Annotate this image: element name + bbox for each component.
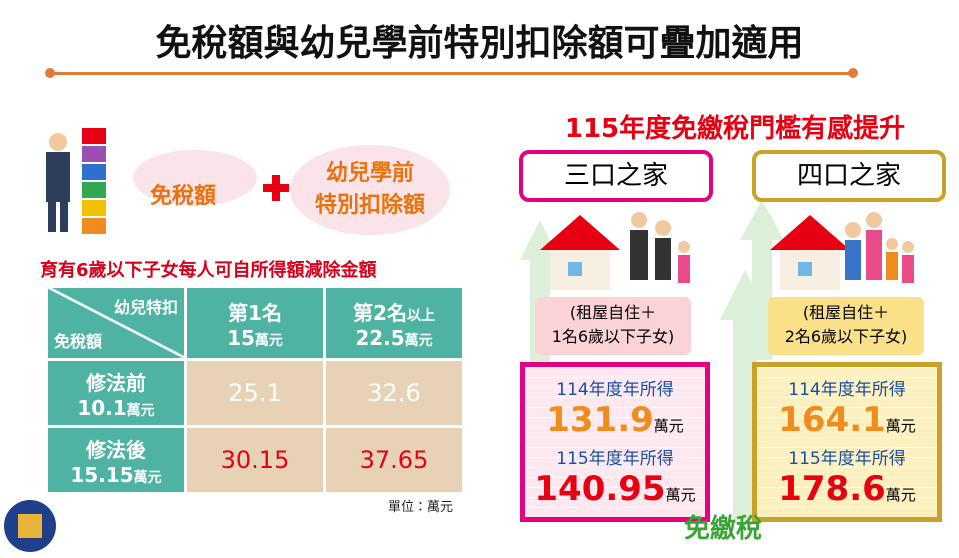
arrows-bg <box>520 200 914 520</box>
rule-dot <box>45 68 55 78</box>
note-line: (租屋自住＋ <box>802 303 890 322</box>
col-unit: 萬元 <box>254 332 283 349</box>
col-label: 第2名 <box>353 300 407 325</box>
income-box: 114年度年所得 164.1萬元 115年度年所得 178.6萬元 <box>752 362 942 522</box>
table: 幼兒特扣 免稅額 第1名 15萬元 第2名以上 22.5萬元 修法前 10.1萬元 2… <box>45 285 465 495</box>
rule-dot <box>848 68 858 78</box>
income-label: 114年度年所得 <box>788 380 906 400</box>
income-unit: 萬元 <box>885 417 916 435</box>
row-unit: 萬元 <box>126 402 155 419</box>
corner-bottom: 免稅額 <box>54 332 103 351</box>
income-label: 114年度年所得 <box>556 380 674 400</box>
cell: 32.6 <box>326 361 462 425</box>
col-amount: 22.5 <box>355 325 405 350</box>
corner-top: 幼兒特扣 <box>113 298 178 317</box>
income-label: 115年度年所得 <box>556 449 674 469</box>
subtitle: 育有6歲以下子女每人可自所得額減除金額 <box>40 260 377 281</box>
corner: 幼兒特扣 免稅額 <box>48 288 184 358</box>
row-amount: 15.15 <box>70 462 134 487</box>
logo <box>4 500 56 552</box>
note-line: (租屋自住＋ <box>569 303 657 322</box>
cell: 37.65 <box>326 428 462 492</box>
income-label: 115年度年所得 <box>788 449 906 469</box>
income-box: 114年度年所得 131.9萬元 115年度年所得 140.95萬元 <box>520 362 710 522</box>
row-label: 修法後 <box>86 437 146 462</box>
income-value: 131.9 <box>546 400 654 440</box>
family-note: (租屋自住＋ 2名6歲以下子女) <box>768 297 924 355</box>
cell: 30.15 <box>187 428 323 492</box>
col-suffix: 以上 <box>406 307 435 324</box>
row-label: 修法前 <box>86 370 146 395</box>
col-label: 第1名 <box>228 300 282 325</box>
row-unit: 萬元 <box>133 469 162 486</box>
column-header: 第2名以上 22.5萬元 <box>326 288 462 358</box>
cell: 25.1 <box>187 361 323 425</box>
tag: 免稅額 <box>150 184 217 209</box>
row-header: 修法前 10.1萬元 <box>48 361 184 425</box>
footer-label: 免繳稅 <box>684 514 763 544</box>
row-amount: 10.1 <box>77 395 127 420</box>
note-line: 2名6歲以下子女) <box>784 327 908 346</box>
row-header: 修法後 15.15萬元 <box>48 428 184 492</box>
tag: 幼兒學前 特別扣除額 <box>290 158 450 222</box>
right-title: 115年度免繳稅門檻有感提升 <box>564 114 906 144</box>
family-name: 四口之家 <box>752 150 946 202</box>
income-unit: 萬元 <box>665 486 696 504</box>
income-value: 140.95 <box>534 469 666 509</box>
family-note: (租屋自住＋ 1名6歲以下子女) <box>535 297 691 355</box>
col-amount: 15 <box>227 325 255 350</box>
tag-line: 幼兒學前 <box>325 161 414 186</box>
family-name: 三口之家 <box>519 150 713 202</box>
income-value: 178.6 <box>778 469 886 509</box>
left-illustration <box>46 128 450 235</box>
income-unit: 萬元 <box>653 417 684 435</box>
unit-note: 單位：萬元 <box>388 500 454 515</box>
title: 免稅額與幼兒學前特別扣除額可疊加適用 <box>155 23 804 64</box>
col-unit: 萬元 <box>404 332 433 349</box>
column-header: 第1名 15萬元 <box>187 288 323 358</box>
income-value: 164.1 <box>778 400 886 440</box>
tag-line: 特別扣除額 <box>314 193 425 218</box>
income-unit: 萬元 <box>885 486 916 504</box>
note-line: 1名6歲以下子女) <box>551 327 675 346</box>
title-rule <box>50 72 850 75</box>
